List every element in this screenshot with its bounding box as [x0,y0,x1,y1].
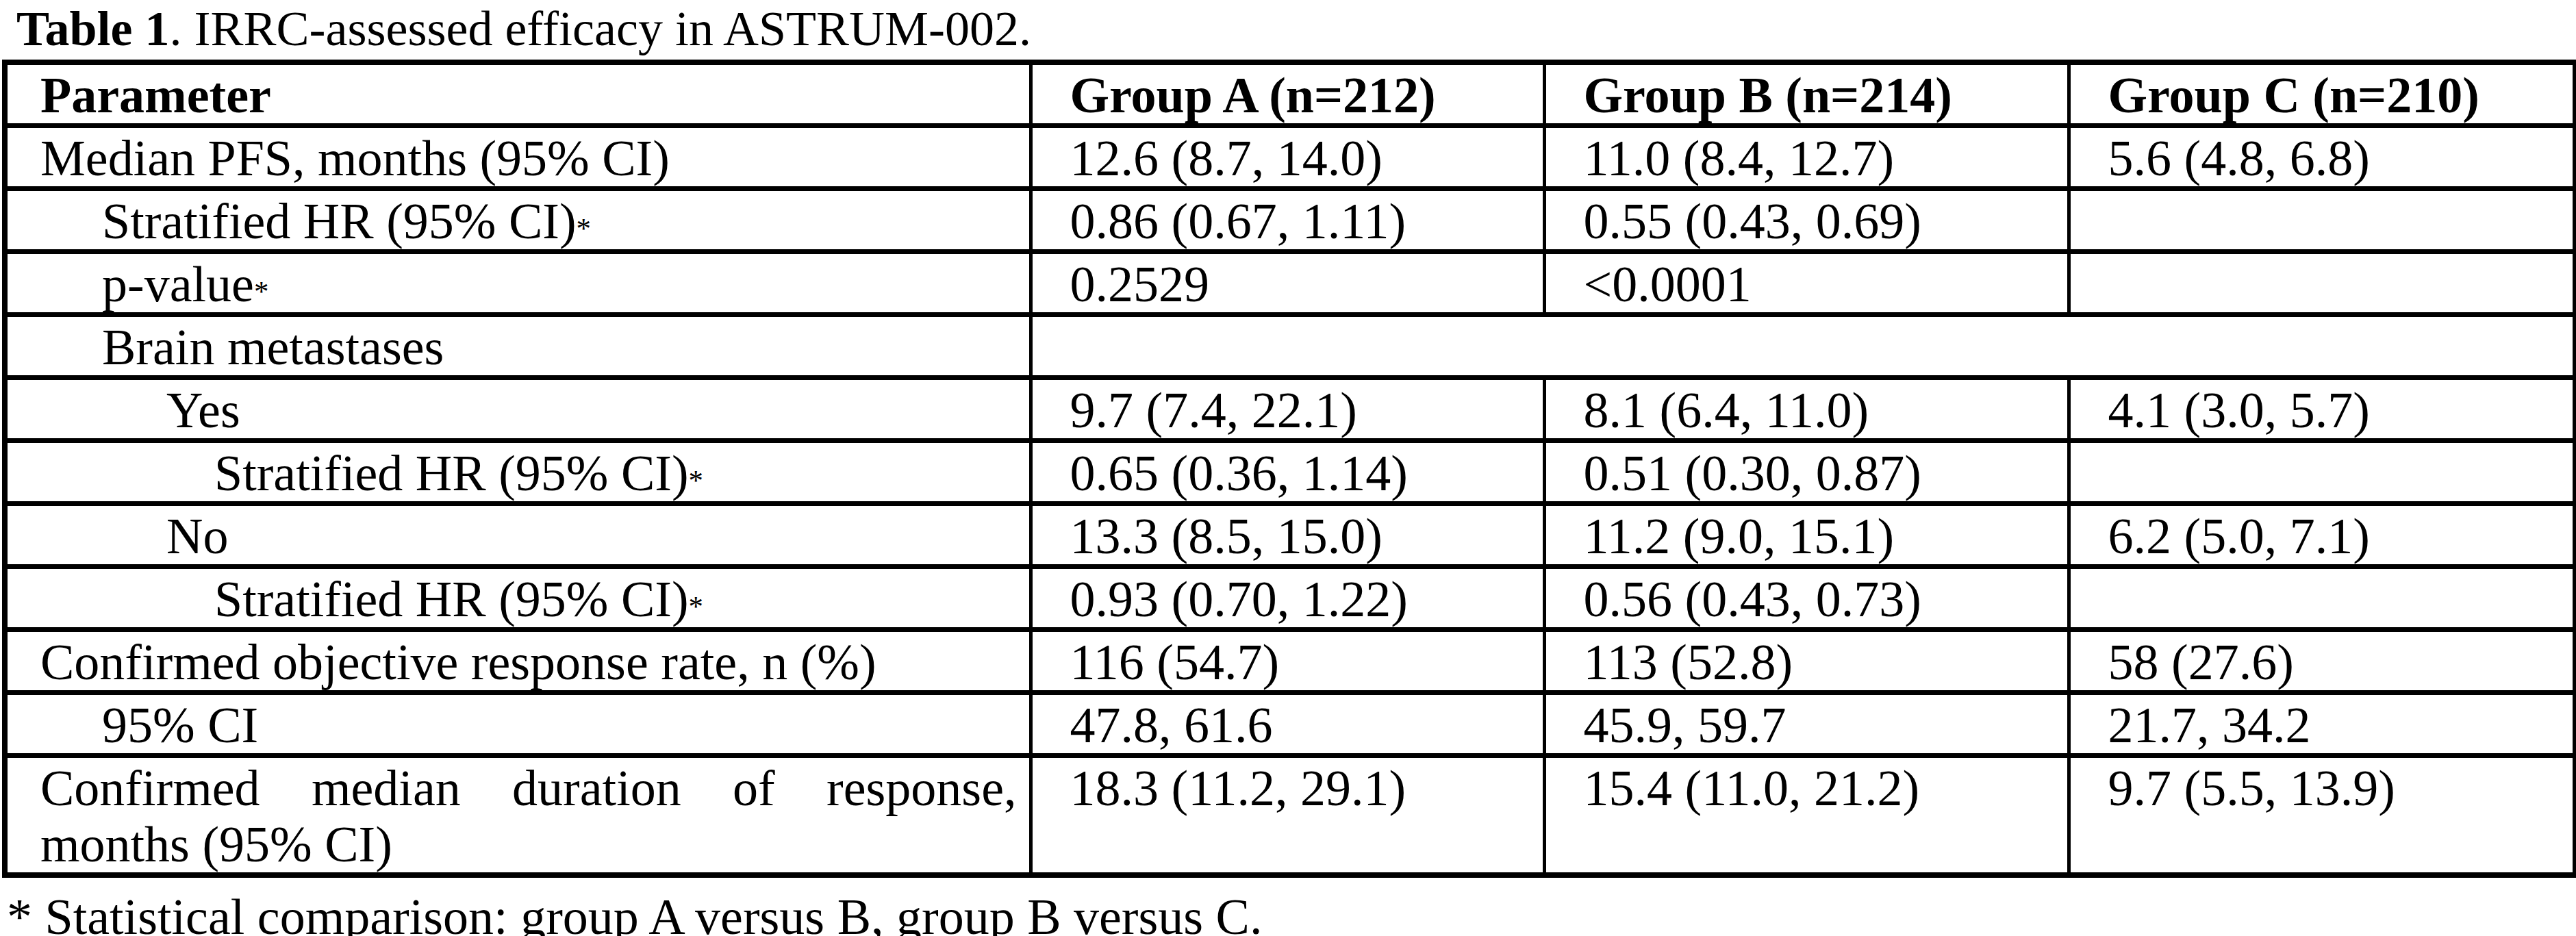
header-group-a: Group A (n=212) [1031,62,1544,126]
cell-parameter: Median PFS, months (95% CI) [5,126,1031,189]
cell-group-c: 6.2 (5.0, 7.1) [2069,504,2575,567]
cell-parameter: Confirmed objective response rate, n (%) [5,630,1031,693]
footnote-marker: * [689,464,703,496]
cell-group-a: 18.3 (11.2, 29.1) [1031,756,1544,876]
cell-group-a: 0.2529 [1031,252,1544,315]
cell-group-c: 5.6 (4.8, 6.8) [2069,126,2575,189]
cell-group-b: 0.55 (0.43, 0.69) [1544,189,2069,252]
cell-parameter: Brain metastases [5,315,1031,378]
cell-group-c [2069,567,2575,630]
cell-group-b: 11.2 (9.0, 15.1) [1544,504,2069,567]
cell-group-c [2069,189,2575,252]
table-row-orr-ci: 95% CI 47.8, 61.6 45.9, 59.7 21.7, 34.2 [5,693,2575,756]
parameter-line-1: Confirmed median duration of response, [40,760,1017,816]
cell-group-b: 8.1 (6.4, 11.0) [1544,378,2069,441]
table-row-stratified-hr: Stratified HR (95% CI)* 0.86 (0.67, 1.11… [5,189,2575,252]
cell-group-c: 9.7 (5.5, 13.9) [2069,756,2575,876]
cell-group-c: 58 (27.6) [2069,630,2575,693]
cell-parameter: Yes [5,378,1031,441]
cell-group-b: 113 (52.8) [1544,630,2069,693]
cell-group-a: 116 (54.7) [1031,630,1544,693]
cell-group-a: 12.6 (8.7, 14.0) [1031,126,1544,189]
header-group-c: Group C (n=210) [2069,62,2575,126]
table-row-brain-mets-yes: Yes 9.7 (7.4, 22.1) 8.1 (6.4, 11.0) 4.1 … [5,378,2575,441]
cell-group-c: 4.1 (3.0, 5.7) [2069,378,2575,441]
table-title-number: Table 1 [16,1,169,56]
cell-group-b: 0.51 (0.30, 0.87) [1544,441,2069,504]
table-row-brain-metastases: Brain metastases [5,315,2575,378]
header-row: Parameter Group A (n=212) Group B (n=214… [5,62,2575,126]
cell-parameter: Stratified HR (95% CI)* [5,567,1031,630]
table-row-orr: Confirmed objective response rate, n (%)… [5,630,2575,693]
cell-parameter: No [5,504,1031,567]
header-group-b: Group B (n=214) [1544,62,2069,126]
table-row-brain-mets-no: No 13.3 (8.5, 15.0) 11.2 (9.0, 15.1) 6.2… [5,504,2575,567]
cell-group-b: <0.0001 [1544,252,2069,315]
cell-groups-merged-empty [1031,315,2575,378]
header-parameter: Parameter [5,62,1031,126]
parameter-label: Stratified HR (95% CI) [214,571,689,627]
table-title: Table 1. IRRC-assessed efficacy in ASTRU… [0,0,2576,56]
cell-group-c [2069,252,2575,315]
document-page: Table 1. IRRC-assessed efficacy in ASTRU… [0,0,2576,936]
cell-group-a: 13.3 (8.5, 15.0) [1031,504,1544,567]
cell-parameter: Stratified HR (95% CI)* [5,189,1031,252]
efficacy-table: Parameter Group A (n=212) Group B (n=214… [2,60,2576,878]
cell-group-c: 21.7, 34.2 [2069,693,2575,756]
table-row-stratified-hr-no: Stratified HR (95% CI)* 0.93 (0.70, 1.22… [5,567,2575,630]
cell-group-b: 11.0 (8.4, 12.7) [1544,126,2069,189]
cell-group-b: 0.56 (0.43, 0.73) [1544,567,2069,630]
table-row-median-pfs: Median PFS, months (95% CI) 12.6 (8.7, 1… [5,126,2575,189]
table-row-duration-of-response: Confirmed median duration of response, m… [5,756,2575,876]
cell-group-a: 9.7 (7.4, 22.1) [1031,378,1544,441]
cell-group-a: 0.65 (0.36, 1.14) [1031,441,1544,504]
table-row-stratified-hr-yes: Stratified HR (95% CI)* 0.65 (0.36, 1.14… [5,441,2575,504]
cell-parameter: Stratified HR (95% CI)* [5,441,1031,504]
cell-group-a: 0.86 (0.67, 1.11) [1031,189,1544,252]
cell-group-a: 47.8, 61.6 [1031,693,1544,756]
table-row-p-value: p-value* 0.2529 <0.0001 [5,252,2575,315]
parameter-label: p-value [102,256,254,312]
cell-group-b: 45.9, 59.7 [1544,693,2069,756]
footnote-marker: * [254,275,268,307]
cell-group-c [2069,441,2575,504]
cell-parameter: Confirmed median duration of response, m… [5,756,1031,876]
table-footnote: * Statistical comparison: group A versus… [0,887,2576,936]
cell-group-a: 0.93 (0.70, 1.22) [1031,567,1544,630]
cell-parameter: p-value* [5,252,1031,315]
parameter-line-2: months (95% CI) [40,816,1017,872]
cell-group-b: 15.4 (11.0, 21.2) [1544,756,2069,876]
parameter-label: Stratified HR (95% CI) [102,193,577,249]
footnote-marker: * [577,212,591,244]
cell-parameter: 95% CI [5,693,1031,756]
footnote-marker: * [689,590,703,622]
parameter-label: Stratified HR (95% CI) [214,445,689,501]
table-title-text: . IRRC-assessed efficacy in ASTRUM-002. [169,1,1031,56]
